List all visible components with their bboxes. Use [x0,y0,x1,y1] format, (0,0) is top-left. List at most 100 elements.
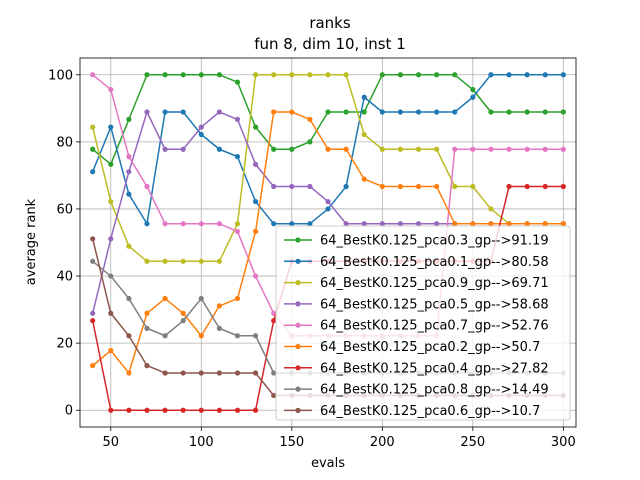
data-point [415,146,422,152]
data-point [542,183,548,190]
data-point [325,206,331,212]
data-point [90,310,96,316]
data-point [415,221,422,227]
data-point [198,72,204,78]
data-point [162,146,168,152]
data-point [524,221,530,227]
data-point [126,169,132,175]
data-point [343,183,349,190]
data-point [488,72,494,78]
data-point [361,221,367,227]
data-point [234,407,241,413]
data-point [325,109,331,115]
chart-title: ranks [309,14,351,32]
data-point [397,221,404,227]
data-point [397,183,404,190]
data-point [198,333,204,339]
data-point [307,183,313,190]
data-point [506,221,512,227]
data-point [325,198,331,205]
data-point [198,131,204,138]
data-point [126,333,132,339]
y-tick-label: 0 [65,404,73,419]
data-point [216,325,222,331]
data-point [144,183,150,190]
data-point [180,109,186,115]
data-point [307,116,313,122]
data-point [126,407,132,413]
data-point [216,146,222,152]
data-point [470,86,476,93]
data-point [144,109,150,115]
data-point [90,124,96,130]
data-point [90,363,96,369]
data-point [234,154,241,160]
data-point [524,72,530,78]
data-point [234,221,241,227]
data-point [252,72,259,78]
data-point [542,109,548,115]
data-point [144,407,150,413]
data-point [126,154,132,160]
data-point [90,236,96,242]
data-point [470,146,476,152]
data-point [126,370,132,376]
data-point [126,116,132,122]
data-point [343,109,349,115]
data-point [180,258,186,264]
legend-marker [295,407,301,413]
data-point [452,72,458,78]
data-point [506,146,512,152]
data-point [271,109,277,115]
y-tick-label: 80 [56,135,73,150]
data-point [216,72,222,78]
data-point [506,109,512,115]
legend-label: 64_BestK0.125_pca0.2_gp-->50.7 [320,340,540,355]
data-point [126,243,132,249]
data-point [542,221,548,227]
data-point [144,258,150,264]
legend-label: 64_BestK0.125_pca0.8_gp-->14.49 [320,383,549,398]
x-tick-label: 150 [279,435,304,450]
legend-box [275,225,571,421]
data-point [180,221,186,227]
data-point [108,198,114,205]
data-point [252,228,259,235]
data-point [234,116,241,122]
data-point [289,146,295,152]
data-point [289,183,295,190]
data-point [198,258,204,264]
data-point [271,392,277,399]
data-point [216,370,222,376]
data-point [108,273,114,279]
data-point [252,273,259,279]
data-point [379,146,385,152]
legend-marker [295,386,301,392]
data-point [126,295,132,302]
data-point [560,183,566,190]
data-point [90,146,96,152]
legend-marker [295,258,301,264]
data-point [560,72,566,78]
data-point [488,206,494,212]
data-point [252,333,259,339]
data-point [542,72,548,78]
data-point [560,221,566,227]
data-point [452,221,458,227]
data-point [343,146,349,152]
data-point [252,198,259,205]
data-point [379,221,385,227]
x-tick-label: 100 [189,435,214,450]
data-point [289,109,295,115]
x-tick-label: 200 [370,435,395,450]
data-point [90,258,96,264]
data-point [307,221,313,227]
data-point [90,72,96,78]
data-point [144,310,150,316]
legend-marker [295,280,301,286]
data-point [434,72,440,78]
legend-label: 64_BestK0.125_pca0.6_gp-->10.7 [320,404,540,419]
legend-marker [295,365,301,371]
data-point [216,109,222,115]
data-point [90,169,96,175]
